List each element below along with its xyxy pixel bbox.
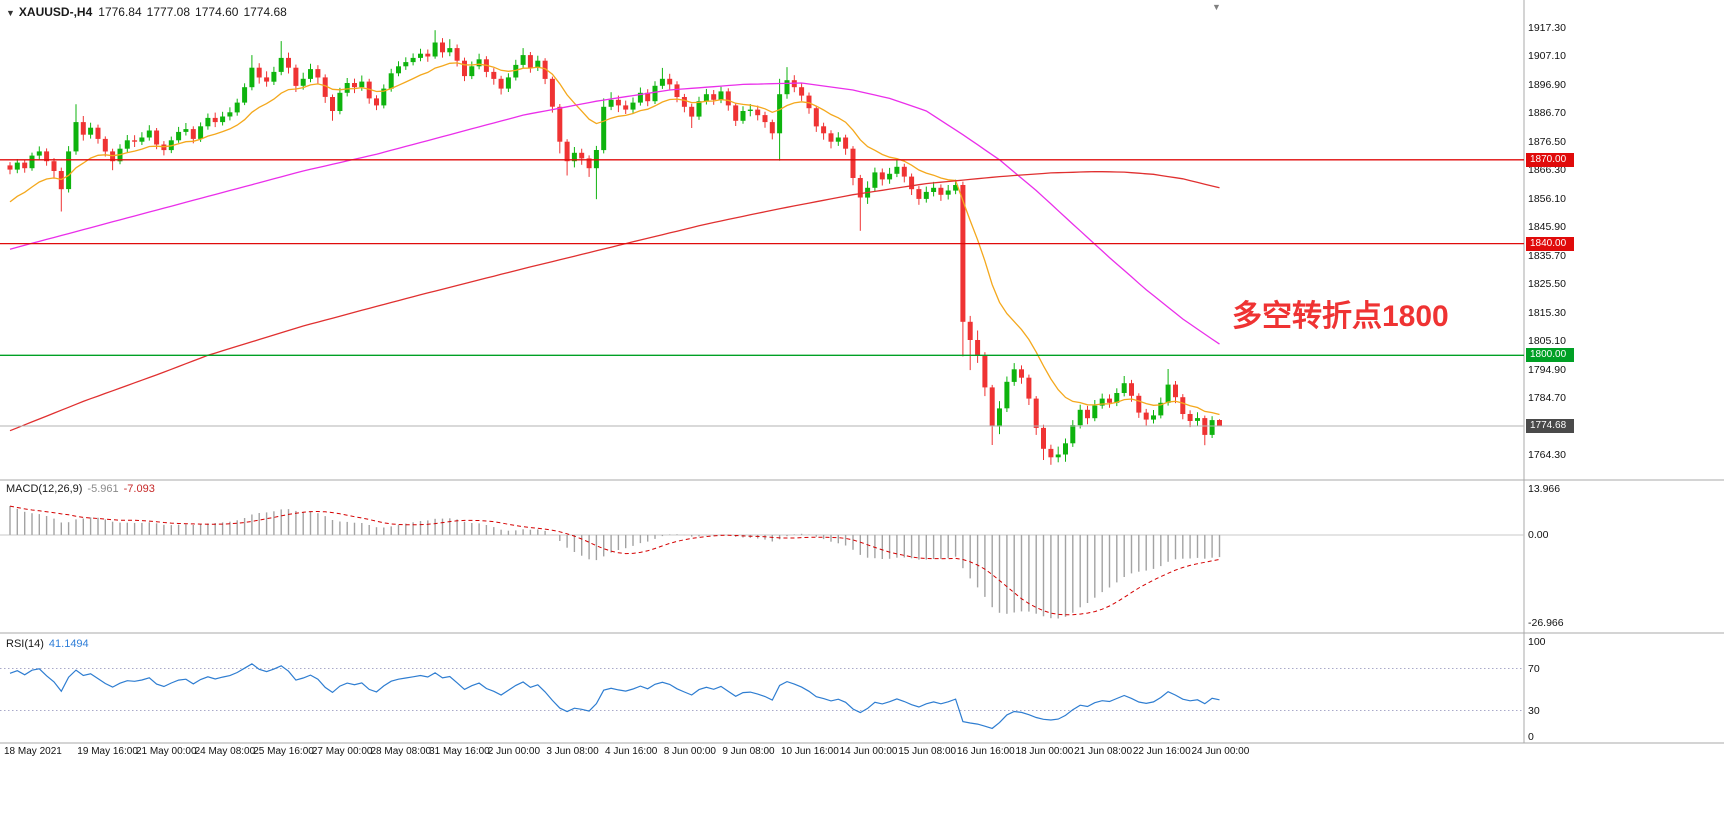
macd-axis-label[interactable]: 13.966 <box>1528 483 1561 496</box>
price-axis-label[interactable]: 1856.10 <box>1528 192 1566 205</box>
time-axis-label[interactable]: 25 May 16:00 <box>253 746 314 757</box>
price-axis-label[interactable]: 1794.90 <box>1528 363 1566 376</box>
time-axis-label[interactable]: 21 Jun 08:00 <box>1074 746 1132 757</box>
time-axis-label[interactable]: 15 Jun 08:00 <box>898 746 957 757</box>
chart-shift-marker-icon[interactable]: ▼ <box>1212 2 1221 12</box>
time-axis-label[interactable]: 21 May 00:00 <box>135 746 197 757</box>
time-axis-label[interactable]: 9 Jun 08:00 <box>722 746 775 757</box>
time-axis-label[interactable]: 19 May 16:00 <box>77 746 138 757</box>
macd-label: MACD(12,26,9) <box>6 483 83 495</box>
candles-layer <box>7 30 1222 465</box>
macd-axis-label[interactable]: 0.00 <box>1528 528 1549 541</box>
price-axis-label[interactable]: 1907.10 <box>1528 50 1566 63</box>
time-axis-label[interactable]: 27 May 00:00 <box>311 746 373 757</box>
price-axis-label[interactable]: 1866.30 <box>1528 164 1566 177</box>
rsi-axis-label[interactable]: 30 <box>1528 704 1540 717</box>
ma-fast <box>9 62 1220 416</box>
symbol-timeframe: XAUUSD-,H4 <box>18 5 93 19</box>
time-axis-label[interactable]: 31 May 16:00 <box>429 746 490 757</box>
price-axis-label[interactable]: 1805.10 <box>1528 335 1566 348</box>
rsi-axis-label[interactable]: 70 <box>1528 662 1540 675</box>
macd-indicator-readout: MACD(12,26,9) -5.961 -7.093 <box>6 483 155 495</box>
symbol-dropdown-icon[interactable]: ▼ <box>6 8 15 18</box>
price-axis-label[interactable]: 1886.70 <box>1528 107 1566 120</box>
time-axis-label[interactable]: 22 Jun 16:00 <box>1132 746 1191 757</box>
rsi-line <box>9 663 1220 730</box>
macd-histogram <box>9 506 1221 619</box>
rsi-label: RSI(14) <box>6 638 44 650</box>
time-axis-label[interactable]: 4 Jun 16:00 <box>605 746 658 757</box>
price-axis-label[interactable]: 1784.70 <box>1528 392 1566 405</box>
time-axis-label[interactable]: 14 Jun 00:00 <box>839 746 898 757</box>
time-axis-label[interactable]: 3 Jun 08:00 <box>546 746 599 757</box>
macd-signal-value: -7.093 <box>123 483 155 495</box>
time-axis-label[interactable]: 10 J­un 16:00 <box>780 746 839 757</box>
ohlc-close: 1774.68 <box>243 5 287 19</box>
price-axis-label[interactable]: 1845.90 <box>1528 221 1566 234</box>
ohlc-open: 1776.84 <box>98 5 142 19</box>
rsi-indicator-readout: RSI(14) 41.1494 <box>6 638 89 650</box>
chart-ohlc-readout: ▼ XAUUSD-,H4 1776.84 1777.08 1774.60 1774.68 <box>6 5 292 19</box>
time-axis-label[interactable]: 24 Jun 00:00 <box>1191 746 1250 757</box>
price-tag-1840.00: 1840.00 <box>1526 236 1574 251</box>
time-axis-label[interactable]: 2 Jun 00:00 <box>487 746 541 757</box>
current-price-tag: 1774.68 <box>1526 419 1574 434</box>
price-axis-label[interactable]: 1835.70 <box>1528 249 1566 262</box>
time-axis-label[interactable]: 24 May 08:00 <box>194 746 256 757</box>
price-axis-label[interactable]: 1815.30 <box>1528 306 1566 319</box>
rsi-axis-label[interactable]: 100 <box>1528 636 1546 648</box>
price-tag-1870.00: 1870.00 <box>1526 152 1574 167</box>
rsi-value: 41.1494 <box>48 638 89 650</box>
price-tag-1800.00: 1800.00 <box>1526 348 1574 363</box>
rsi-axis-label[interactable]: 0 <box>1528 731 1534 743</box>
time-axis-label[interactable]: 8 Jun 00:00 <box>663 746 716 757</box>
ohlc-high: 1777.08 <box>146 5 191 19</box>
time-axis-label[interactable]: 16 Jun 16:00 <box>956 746 1015 757</box>
ma-slow <box>9 170 1220 432</box>
price-axis-label[interactable]: 1764.30 <box>1528 449 1566 461</box>
time-axis-label[interactable]: 18 May 2021 <box>4 746 62 757</box>
macd-axis-label[interactable]: -26.966 <box>1528 617 1564 629</box>
annotation-text[interactable]: 多空转折点1800 <box>1232 300 1449 333</box>
price-axis-label[interactable]: 1917.30 <box>1528 21 1566 34</box>
price-axis-label[interactable]: 1896.90 <box>1528 78 1566 91</box>
price-axis-label[interactable]: 1825.50 <box>1528 278 1566 291</box>
time-axis-label[interactable]: 18 Jun 00:00 <box>1015 746 1074 757</box>
macd-main-value: -5.961 <box>87 483 119 495</box>
price-axis-label[interactable]: 1876.50 <box>1528 135 1566 148</box>
time-axis-label[interactable]: 28 May 08:00 <box>370 746 432 757</box>
ohlc-low: 1774.60 <box>195 5 239 19</box>
ma-medium <box>9 82 1220 345</box>
macd-signal-line <box>9 505 1220 616</box>
